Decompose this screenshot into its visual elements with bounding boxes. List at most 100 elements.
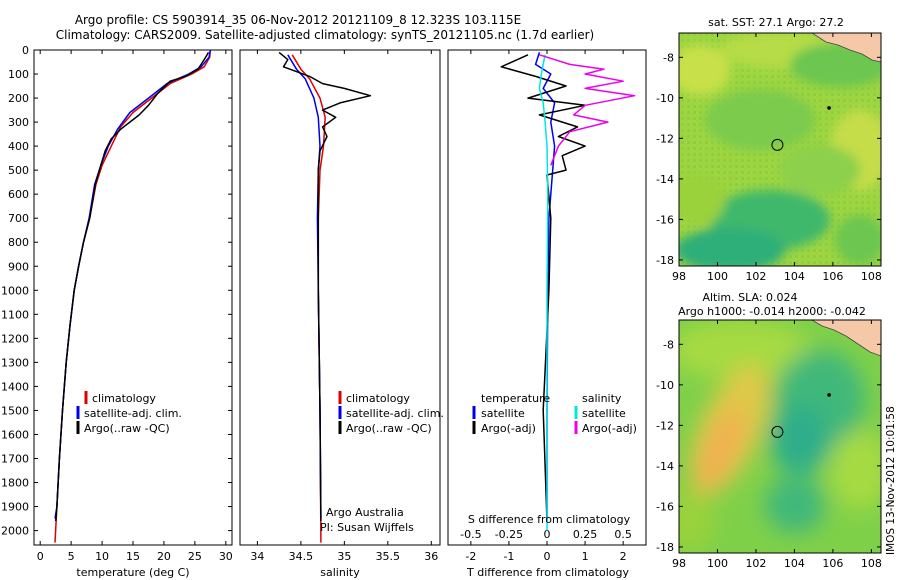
- map-x-tick-label: 98: [672, 270, 686, 283]
- legend-label-satellite: satellite-adj. clim.: [346, 407, 444, 420]
- series-line-s-argo-adj-: [539, 54, 636, 166]
- sla-map-axes: 98 100 102 104 106 108 -8 -10 -12 -14 -16 -18: [656, 320, 882, 570]
- salinity-panel: 34 34.5 35 35.5 36 salinity climatology sate…: [239, 49, 444, 579]
- map-y-tick-label: -8: [663, 338, 674, 351]
- temperature-plot-frame: [33, 49, 233, 546]
- x-tick-label: 25: [188, 550, 202, 563]
- y-tick-label: 1100: [1, 308, 29, 321]
- figure-title-line2: Climatology: CARS2009. Satellite-adjuste…: [56, 28, 594, 42]
- map-x-tick-label: 100: [707, 270, 728, 283]
- annotation-pi: PI: Susan Wijffels: [320, 521, 414, 534]
- sst-map-title: sat. SST: 27.1 Argo: 27.2: [708, 16, 844, 29]
- y-tick-label: 900: [8, 260, 29, 273]
- s-difference-tick-labels: -0.5 -0.25 0 0.25 0.5: [460, 528, 632, 541]
- s-diff-tick-label: -0.5: [460, 528, 481, 541]
- map-x-tick-label: 106: [822, 270, 843, 283]
- series-line-s-satellite: [538, 54, 549, 531]
- map-y-tick-label: -14: [656, 460, 674, 473]
- t-difference-axis: -2 -1 0 1 2: [465, 50, 627, 563]
- map-y-tick-label: -18: [656, 541, 674, 554]
- difference-legend: temperature satellite Argo(-adj) salinit…: [472, 392, 637, 435]
- y-tick-label: 800: [8, 236, 29, 249]
- x-tick-label: 34.5: [289, 550, 314, 563]
- y-tick-label: 1400: [1, 380, 29, 393]
- map-y-tick-label: -10: [656, 92, 674, 105]
- map-x-tick-label: 104: [784, 557, 805, 570]
- map-y-tick-label: -12: [656, 419, 674, 432]
- series-line-argo-raw-qc-: [54, 52, 210, 522]
- temperature-xlabel: temperature (deg C): [76, 566, 189, 579]
- y-tick-label: 400: [8, 140, 29, 153]
- map-x-tick-label: 102: [745, 557, 766, 570]
- x-tick-label: 0: [544, 550, 551, 563]
- legend-label-satellite: satellite-adj. clim.: [84, 407, 182, 420]
- x-tick-label: 36: [424, 550, 438, 563]
- salinity-series: [278, 51, 372, 543]
- x-tick-label: 35.5: [376, 550, 401, 563]
- s-diff-tick-label: 0: [544, 528, 551, 541]
- temperature-legend: climatology satellite-adj. clim. Argo(..…: [76, 391, 182, 435]
- x-tick-label: 34: [250, 550, 264, 563]
- y-tick-label: 100: [8, 68, 29, 81]
- salinity-xlabel: salinity: [320, 566, 360, 579]
- s-diff-tick-label: 0.5: [614, 528, 632, 541]
- map-y-tick-label: -16: [656, 213, 674, 226]
- legend-label-argo: Argo(..raw -QC): [346, 422, 432, 435]
- sst-map-frame: [678, 32, 882, 267]
- sla-small-marker: [827, 393, 831, 397]
- map-y-tick-label: -16: [656, 500, 674, 513]
- map-x-tick-label: 106: [822, 557, 843, 570]
- sst-argo-position-marker: [771, 138, 784, 151]
- y-tick-label: 1800: [1, 477, 29, 490]
- s-difference-label: S difference from climatology: [468, 513, 631, 526]
- y-tick-label: 500: [8, 164, 29, 177]
- sla-land: [811, 320, 881, 357]
- x-tick-label: -2: [465, 550, 476, 563]
- sst-map-axes: 98 100 102 104 106 108 -8 -10 -12 -14 -16 -18: [656, 33, 882, 283]
- sst-land: [811, 33, 881, 63]
- map-x-tick-label: 98: [672, 557, 686, 570]
- legend-label-s-satellite: satellite: [582, 407, 626, 420]
- x-tick-label: 10: [95, 550, 109, 563]
- x-tick-label: 30: [219, 550, 233, 563]
- map-y-tick-label: -12: [656, 132, 674, 145]
- map-y-tick-label: -18: [656, 254, 674, 267]
- x-tick-label: 2: [620, 550, 627, 563]
- difference-series: [500, 52, 636, 531]
- legend-label-t-satellite: satellite: [481, 407, 525, 420]
- legend-label-climatology: climatology: [92, 392, 156, 405]
- salinity-legend: climatology satellite-adj. clim. Argo(..…: [338, 391, 444, 435]
- map-y-tick-label: -14: [656, 173, 674, 186]
- t-difference-xlabel: T difference from climatology: [466, 566, 629, 579]
- x-tick-label: -1: [503, 550, 514, 563]
- legend-label-s-argo: Argo(-adj): [582, 422, 637, 435]
- map-x-tick-label: 100: [707, 557, 728, 570]
- temperature-axis: 0 5 10 15 20 25 30: [37, 50, 233, 563]
- legend-title-temperature: temperature: [481, 392, 550, 405]
- map-x-tick-label: 102: [745, 270, 766, 283]
- x-tick-label: 0: [37, 550, 44, 563]
- y-tick-label: 200: [8, 92, 29, 105]
- legend-label-argo: Argo(..raw -QC): [84, 422, 170, 435]
- sst-map-panel: sat. SST: 27.1 Argo: 27.2 98 100 102 104 106…: [656, 16, 882, 283]
- map-x-tick-label: 108: [861, 270, 882, 283]
- y-tick-label: 600: [8, 188, 29, 201]
- map-y-tick-label: -10: [656, 379, 674, 392]
- x-tick-label: 1: [582, 550, 589, 563]
- series-line-argo-raw-qc-: [278, 51, 372, 522]
- y-tick-label: 1600: [1, 428, 29, 441]
- map-x-tick-label: 104: [784, 270, 805, 283]
- x-tick-label: 5: [68, 550, 75, 563]
- sla-map-title-line1: Altim. SLA: 0.024: [702, 291, 797, 304]
- y-tick-label: 2000: [1, 525, 29, 538]
- s-diff-tick-label: 0.25: [573, 528, 598, 541]
- figure-title-line1: Argo profile: CS 5903914_35 06-Nov-2012 …: [75, 13, 521, 27]
- y-tick-label: 300: [8, 116, 29, 129]
- y-tick-label: 1000: [1, 284, 29, 297]
- x-tick-label: 20: [157, 550, 171, 563]
- sst-small-marker: [827, 106, 831, 110]
- y-tick-label: 1200: [1, 332, 29, 345]
- annotation-argo-australia: Argo Australia: [326, 506, 404, 519]
- y-tick-label: 1300: [1, 356, 29, 369]
